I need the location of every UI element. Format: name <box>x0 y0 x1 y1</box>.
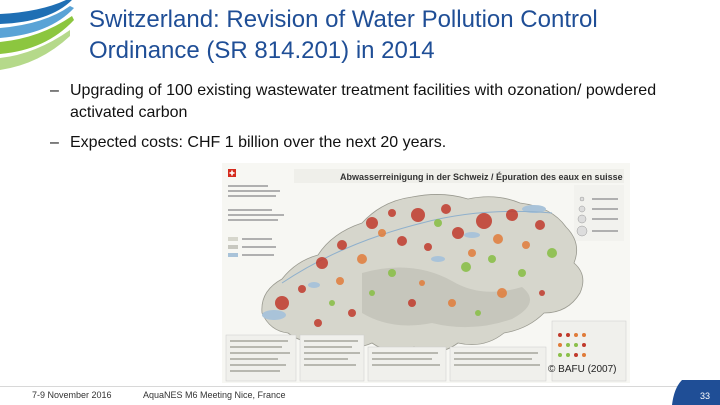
lake <box>308 282 320 288</box>
footer-event: AquaNES M6 Meeting Nice, France <box>143 390 286 400</box>
footer-divider <box>0 386 690 387</box>
bullet-item: – Upgrading of 100 existing wastewater t… <box>50 80 690 124</box>
treatment-plants <box>275 204 557 327</box>
bullet-text: Upgrading of 100 existing wastewater tre… <box>70 82 657 121</box>
wastewater-plants-map: Abwasserreinigung in der Schweiz / Épura… <box>222 163 630 383</box>
map-bottom-tables <box>225 320 627 382</box>
lake-geneva <box>262 310 286 320</box>
footer-date: 7-9 November 2016 <box>32 390 112 400</box>
lake <box>464 232 480 238</box>
image-credit: © BAFU (2007) <box>548 364 617 375</box>
alpine-region <box>362 267 530 328</box>
slide-title: Switzerland: Revision of Water Pollution… <box>89 6 598 64</box>
bullet-list: – Upgrading of 100 existing wastewater t… <box>50 80 690 162</box>
bullet-item: – Expected costs: CHF 1 billion over the… <box>50 132 690 154</box>
bullet-marker: – <box>50 134 59 151</box>
lake <box>522 205 546 213</box>
map-legend-size <box>574 185 624 241</box>
lake <box>431 256 445 262</box>
map-legend-left <box>228 185 284 257</box>
bullet-marker: – <box>50 82 59 99</box>
corner-decoration <box>0 0 74 70</box>
bullet-text: Expected costs: CHF 1 billion over the n… <box>70 134 447 151</box>
page-number-badge <box>672 380 720 405</box>
page-number: 33 <box>699 391 710 401</box>
map-title: Abwasserreinigung in der Schweiz / Épura… <box>340 172 623 182</box>
